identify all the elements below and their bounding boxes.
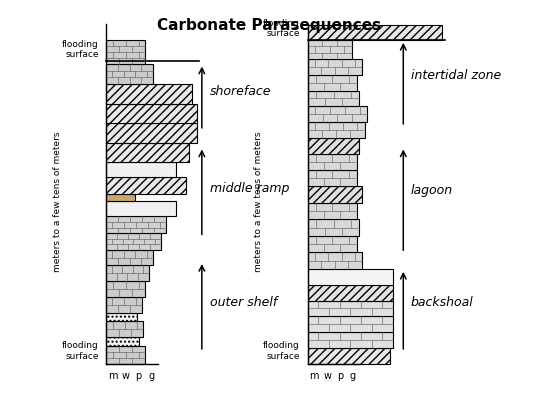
Text: flooding
surface: flooding surface — [62, 341, 98, 360]
Bar — [107, 64, 153, 84]
Bar — [308, 202, 357, 219]
Bar — [308, 236, 357, 252]
Bar — [107, 162, 176, 177]
Bar — [308, 285, 393, 301]
Bar — [107, 297, 143, 313]
Text: outer shelf: outer shelf — [210, 296, 277, 309]
Bar — [308, 155, 357, 170]
Text: backshoal: backshoal — [411, 296, 474, 309]
Bar — [107, 233, 160, 249]
Bar — [308, 301, 393, 316]
Bar — [308, 138, 359, 155]
Text: m: m — [309, 371, 319, 381]
Text: middle ramp: middle ramp — [210, 181, 289, 194]
Text: flooding
surface: flooding surface — [62, 39, 98, 59]
Bar — [308, 59, 362, 75]
Bar — [308, 348, 391, 364]
Bar — [308, 91, 359, 106]
Bar — [308, 269, 393, 285]
Bar — [107, 177, 186, 194]
Bar — [308, 316, 393, 332]
Text: Carbonate Parasequences: Carbonate Parasequences — [157, 18, 381, 33]
Text: g: g — [148, 371, 154, 381]
Text: meters to a few tens of meters: meters to a few tens of meters — [53, 131, 62, 272]
Bar — [308, 252, 362, 269]
Text: g: g — [350, 371, 356, 381]
Bar — [107, 84, 192, 104]
Bar — [308, 186, 362, 202]
Text: w: w — [122, 371, 130, 381]
Bar — [107, 249, 153, 265]
Bar — [308, 40, 352, 59]
Bar — [107, 40, 145, 64]
Bar — [107, 313, 137, 321]
Bar — [107, 104, 197, 123]
Text: p: p — [337, 371, 343, 381]
Bar — [308, 332, 393, 348]
Bar — [107, 265, 148, 281]
Text: shoreface: shoreface — [210, 85, 271, 98]
Bar — [308, 75, 357, 91]
Bar — [107, 202, 176, 216]
Bar — [107, 194, 134, 202]
Bar — [107, 337, 139, 346]
Text: flooding
surface: flooding surface — [263, 341, 300, 360]
Text: flooding
surface: flooding surface — [263, 18, 300, 38]
Bar — [107, 216, 166, 233]
Bar — [107, 143, 189, 162]
Bar — [308, 122, 365, 138]
Text: p: p — [136, 371, 141, 381]
Text: intertidal zone: intertidal zone — [411, 69, 501, 82]
Text: m: m — [108, 371, 117, 381]
Bar — [107, 123, 197, 143]
Bar — [308, 106, 367, 122]
Text: lagoon: lagoon — [411, 184, 453, 197]
Bar — [308, 219, 359, 236]
Bar — [107, 346, 145, 364]
Bar — [308, 170, 357, 186]
Bar — [107, 321, 144, 337]
Text: meters to a few tens of meters: meters to a few tens of meters — [254, 131, 263, 272]
Bar — [308, 25, 442, 40]
Bar — [107, 281, 145, 297]
Text: w: w — [323, 371, 331, 381]
